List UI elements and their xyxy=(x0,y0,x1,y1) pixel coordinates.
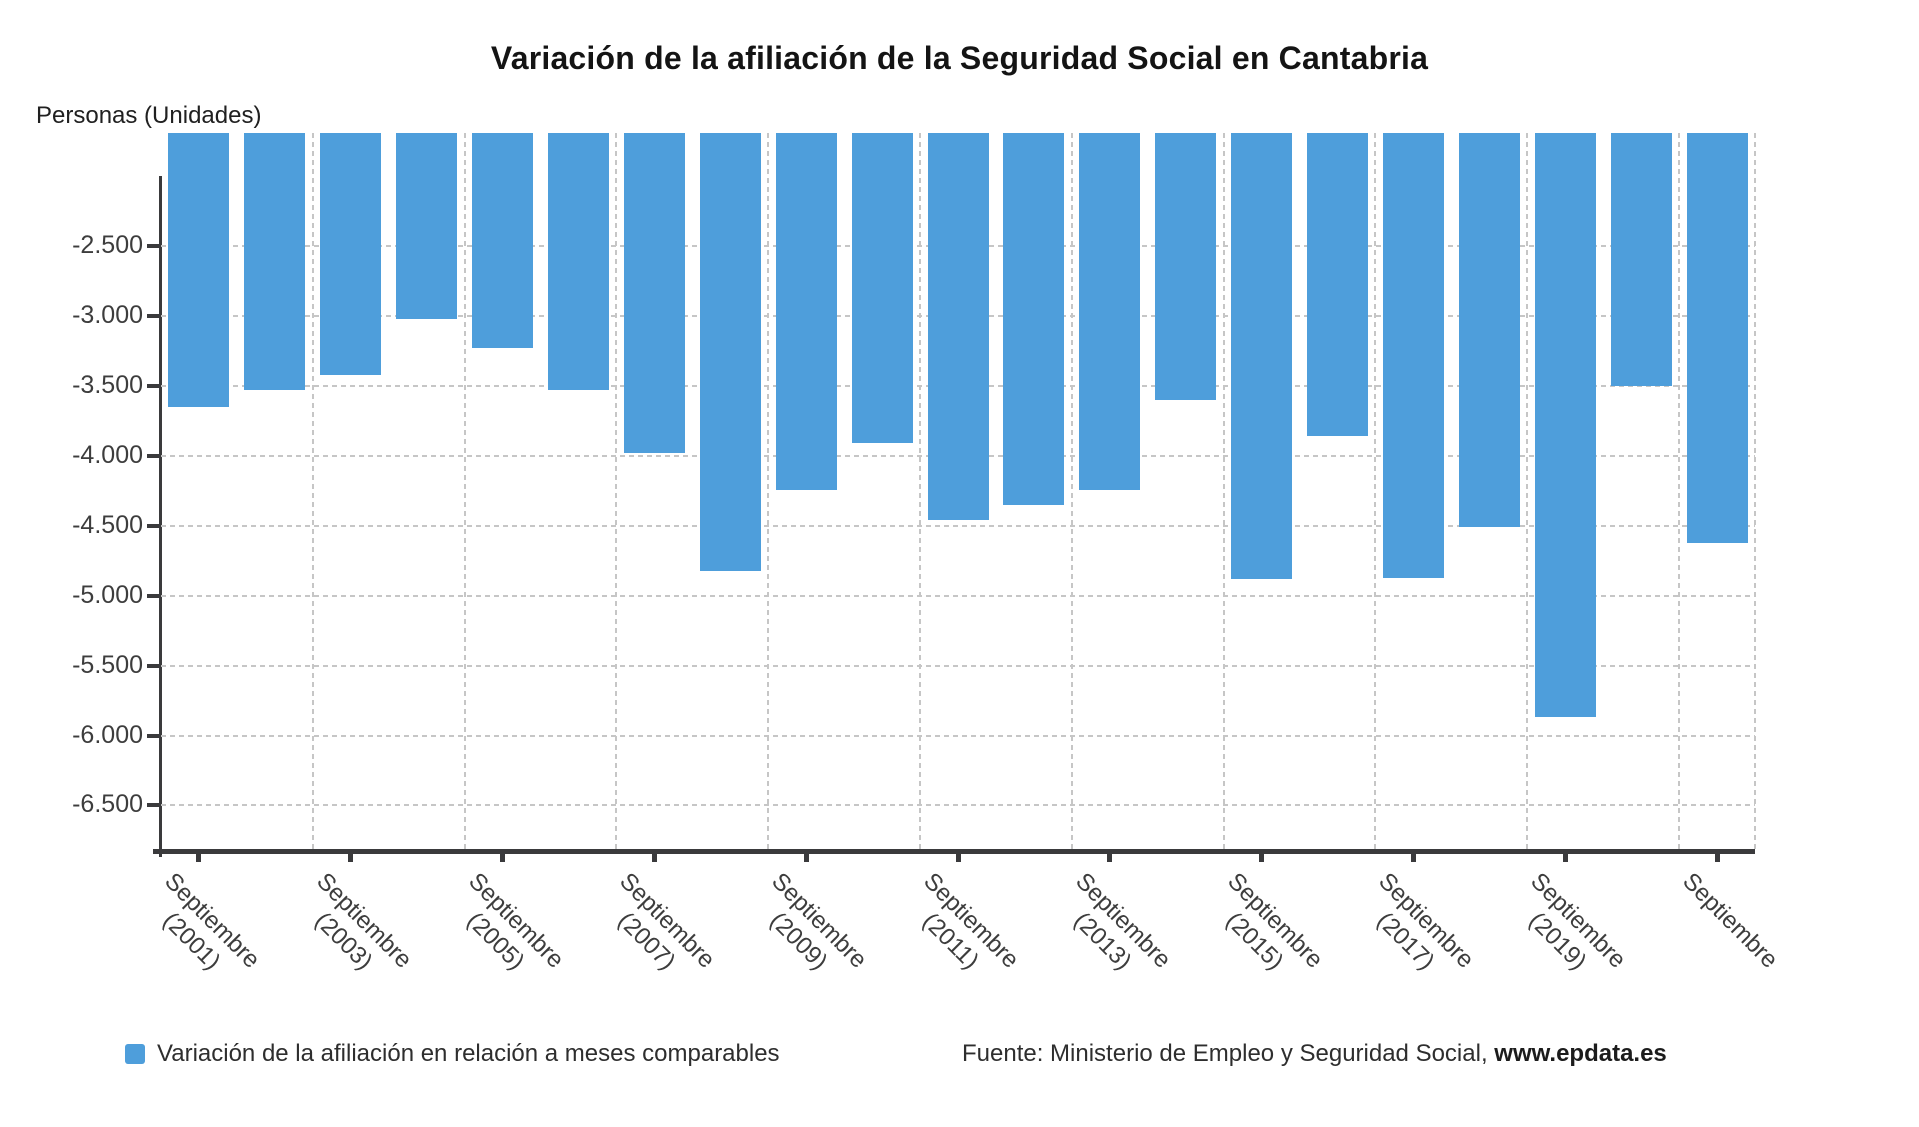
bar[interactable] xyxy=(927,133,989,521)
y-tick xyxy=(147,663,161,668)
x-tick-label: Septiembre (2013) xyxy=(1068,867,1176,976)
chart-title: Variación de la afiliación de la Segurid… xyxy=(490,40,1429,76)
bar[interactable] xyxy=(320,133,382,375)
x-gridline xyxy=(1754,133,1756,853)
x-gridline xyxy=(767,133,770,853)
bar[interactable] xyxy=(1458,133,1520,528)
x-tick-label: Septiembre (2017) xyxy=(1371,867,1480,976)
y-tick-label: -4.500 xyxy=(72,510,143,539)
y-gridline xyxy=(161,664,1755,667)
x-tick xyxy=(803,854,809,862)
legend-label: Variación de la afiliación en relación a… xyxy=(157,1040,780,1067)
x-tick-label: Septiembre xyxy=(1677,867,1784,974)
x-tick xyxy=(348,854,354,862)
bar[interactable] xyxy=(1231,133,1293,579)
x-gridline xyxy=(311,133,314,853)
y-tick-label: -5.500 xyxy=(72,650,143,679)
source-link[interactable]: www.epdata.es xyxy=(1494,1040,1667,1067)
bar[interactable] xyxy=(623,133,685,454)
x-tick xyxy=(196,854,202,862)
bar[interactable] xyxy=(1686,133,1748,543)
x-tick-label: Septiembre (2009) xyxy=(764,867,873,976)
y-tick xyxy=(147,314,161,319)
x-tick xyxy=(1714,854,1720,862)
x-gridline xyxy=(1070,133,1073,853)
y-tick xyxy=(147,803,161,808)
bar[interactable] xyxy=(396,133,458,319)
x-tick-label: Septiembre (2019) xyxy=(1523,867,1632,976)
bar[interactable] xyxy=(547,133,609,391)
x-tick xyxy=(1562,854,1568,862)
x-gridline xyxy=(1374,133,1377,853)
x-tick-label: Septiembre (2007) xyxy=(612,867,721,976)
bar[interactable] xyxy=(168,133,230,407)
x-tick xyxy=(500,854,506,862)
bar[interactable] xyxy=(244,133,306,391)
y-tick-label: -4.000 xyxy=(72,440,143,469)
y-tick-label: -2.500 xyxy=(72,231,143,260)
chart-footer: Variación de la afiliación en relación a… xyxy=(0,1040,1919,1074)
y-axis-title: Personas (Unidades) xyxy=(36,102,262,129)
x-gridline xyxy=(615,133,618,853)
y-tick-label: -6.500 xyxy=(72,790,143,819)
x-tick-label: Septiembre (2015) xyxy=(1220,867,1328,976)
plot-area: -2.500 -3.000 -3.500 -4.000 -4.500 -5.000 -5.5… xyxy=(72,133,1783,975)
y-tick-label: -5.000 xyxy=(72,580,143,609)
x-tick-label: Septiembre (2003) xyxy=(309,867,417,976)
x-tick xyxy=(1259,854,1265,862)
bar[interactable] xyxy=(851,133,913,444)
bar[interactable] xyxy=(1534,133,1596,718)
y-tick xyxy=(147,733,161,738)
x-tick xyxy=(1107,854,1113,862)
y-tick-label: -6.000 xyxy=(72,720,143,749)
y-gridline xyxy=(161,594,1755,597)
y-gridline xyxy=(161,524,1755,527)
bar[interactable] xyxy=(1307,133,1369,437)
y-tick xyxy=(147,453,161,458)
y-tick xyxy=(147,523,161,528)
bar[interactable] xyxy=(1079,133,1141,490)
bar[interactable] xyxy=(472,133,534,349)
x-tick xyxy=(955,854,961,862)
source-label: Fuente: Ministerio de Empleo y Seguridad… xyxy=(962,1040,1488,1067)
legend-item[interactable]: Variación de la afiliación en relación a… xyxy=(125,1040,780,1068)
legend-swatch xyxy=(125,1044,145,1064)
y-tick xyxy=(147,244,161,249)
source-text: Fuente: Ministerio de Empleo y Seguridad… xyxy=(962,1040,1667,1068)
x-gridline xyxy=(1222,133,1225,853)
x-tick-label: Septiembre (2011) xyxy=(917,867,1025,975)
y-tick-label: -3.500 xyxy=(72,371,143,400)
bar[interactable] xyxy=(775,133,837,490)
y-gridline xyxy=(161,734,1755,737)
bar[interactable] xyxy=(699,133,761,571)
x-gridline xyxy=(919,133,922,853)
y-axis-line xyxy=(159,176,162,857)
y-tick xyxy=(147,593,161,598)
y-tick-label: -3.000 xyxy=(72,301,143,330)
x-tick xyxy=(1410,854,1416,862)
x-tick-label: Septiembre (2001) xyxy=(157,867,266,976)
x-tick xyxy=(651,854,657,862)
x-tick-label: Septiembre (2005) xyxy=(461,867,569,976)
x-gridline xyxy=(1678,133,1681,853)
x-axis-line xyxy=(153,849,1755,854)
y-tick xyxy=(147,384,161,389)
x-gridline xyxy=(463,133,466,853)
bar[interactable] xyxy=(1155,133,1217,400)
x-gridline xyxy=(1526,133,1529,853)
bar[interactable] xyxy=(1610,133,1672,386)
bar[interactable] xyxy=(1382,133,1444,578)
bar[interactable] xyxy=(1003,133,1065,505)
y-gridline xyxy=(161,804,1755,807)
